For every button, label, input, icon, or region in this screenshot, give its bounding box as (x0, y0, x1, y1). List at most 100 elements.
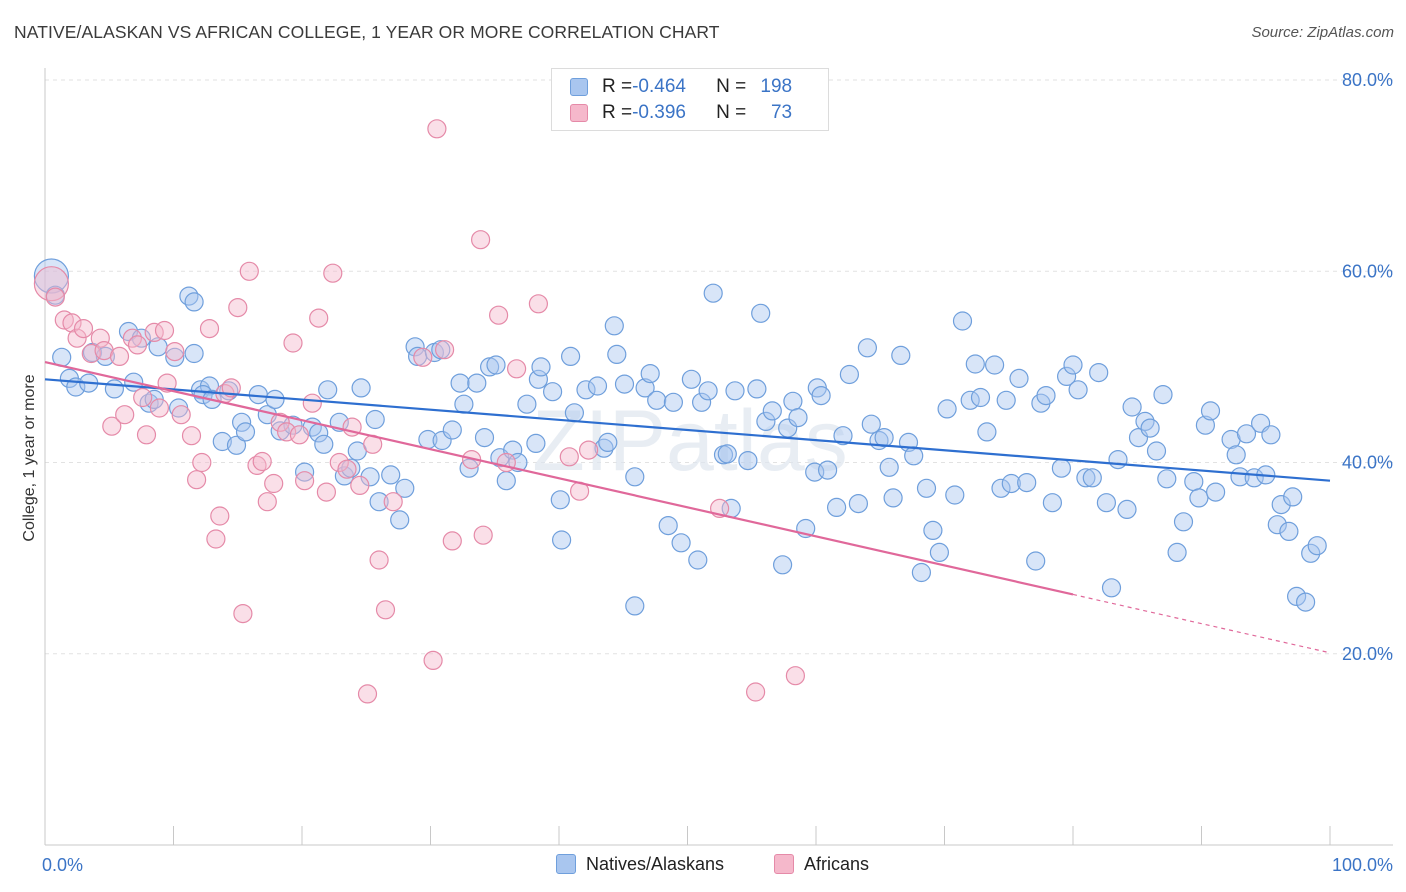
point-natives (952, 311, 973, 331)
legend-r-label: R = (602, 102, 633, 123)
point-natives (1009, 368, 1029, 388)
point-africans (785, 666, 806, 686)
bottom-legend-label-africans: Africans (804, 853, 870, 874)
y-tick-label: 20.0% (1342, 644, 1393, 664)
point-africans (309, 308, 329, 328)
point-natives (788, 408, 808, 428)
point-natives (1017, 473, 1037, 493)
point-natives (1205, 482, 1226, 502)
point-africans (302, 393, 322, 413)
point-africans (264, 473, 284, 494)
point-africans (171, 405, 191, 425)
point-natives (1001, 473, 1021, 494)
point-africans (559, 447, 579, 467)
point-natives (1301, 543, 1321, 563)
point-natives (450, 373, 470, 393)
point-africans (210, 506, 230, 526)
point-africans (181, 426, 202, 446)
bottom-legend-swatch-africans (774, 854, 794, 874)
series-africans (33, 119, 806, 704)
point-natives (965, 354, 985, 374)
point-natives (235, 422, 256, 442)
point-natives (442, 420, 462, 440)
trendline-africans (44, 361, 1074, 596)
point-natives (212, 431, 232, 452)
point-natives (874, 428, 894, 448)
point-africans (383, 492, 403, 512)
point-natives (625, 596, 645, 616)
point-natives (817, 460, 838, 480)
point-africans (489, 305, 509, 325)
point-natives (33, 258, 70, 294)
point-natives (848, 494, 869, 514)
point-natives (165, 347, 185, 367)
point-africans (289, 425, 309, 445)
point-natives (226, 435, 247, 455)
point-africans (745, 682, 766, 702)
point-natives (738, 451, 758, 471)
point-africans (257, 492, 277, 512)
point-africans (45, 287, 65, 307)
point-natives (772, 555, 793, 575)
bottom-legend-africans: Africans (774, 852, 869, 876)
point-natives (1236, 424, 1257, 444)
point-africans (357, 684, 378, 704)
point-natives (1283, 487, 1303, 507)
legend-swatch-natives (570, 78, 588, 96)
point-natives (454, 394, 474, 414)
point-natives (1200, 401, 1221, 421)
point-natives (1153, 385, 1173, 405)
point-africans (528, 294, 549, 314)
point-natives (1195, 415, 1216, 435)
trendline-africans-extension (1072, 593, 1331, 654)
trendline-natives (44, 378, 1331, 482)
legend-n-value: 198 (760, 76, 793, 97)
y-tick-label: 60.0% (1342, 261, 1393, 281)
point-natives (517, 394, 537, 414)
point-natives (1122, 397, 1142, 417)
point-natives (381, 465, 401, 485)
point-natives (996, 390, 1016, 410)
x-tick-label: 100.0% (1332, 855, 1393, 875)
legend-row-natives: R = -0.464 N = 198 (570, 76, 792, 98)
point-natives (1042, 493, 1063, 513)
point-africans (187, 470, 207, 490)
point-natives (318, 380, 338, 400)
point-natives (929, 542, 950, 563)
point-natives (594, 438, 614, 458)
point-natives (432, 430, 452, 451)
legend-n-label: N = (716, 102, 747, 123)
legend-swatch-africans (570, 104, 588, 122)
point-natives (1117, 499, 1137, 519)
point-natives (703, 283, 723, 303)
bottom-legend-natives: Natives/Alaskans (556, 852, 724, 876)
point-natives (1068, 380, 1088, 400)
point-natives (265, 389, 285, 409)
point-africans (473, 525, 493, 545)
legend: R = -0.464 N = 198 R = -0.396 N = 73 (551, 68, 829, 131)
point-africans (283, 333, 303, 353)
point-natives (1295, 592, 1316, 612)
point-natives (861, 414, 881, 434)
tick-labels: 20.0% 40.0% 60.0% 80.0% 0.0% 100.0% (42, 70, 1393, 875)
point-africans (423, 650, 443, 671)
point-natives (671, 533, 691, 553)
point-natives (503, 440, 523, 460)
point-africans (133, 387, 153, 408)
point-natives (984, 355, 1005, 375)
point-natives (1261, 425, 1281, 445)
point-natives (369, 492, 389, 512)
point-natives (496, 471, 516, 491)
point-natives (923, 520, 943, 541)
point-natives (717, 444, 737, 464)
point-natives (839, 364, 860, 385)
legend-r-value: -0.464 (632, 76, 686, 97)
point-africans (90, 328, 110, 348)
point-natives (970, 387, 991, 408)
point-natives (681, 369, 702, 389)
point-africans (73, 319, 94, 339)
point-natives (1076, 468, 1096, 488)
point-africans (233, 603, 253, 624)
point-natives (474, 428, 495, 448)
point-natives (991, 478, 1011, 498)
